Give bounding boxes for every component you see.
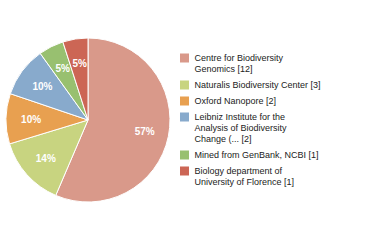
svg-text:5%: 5% <box>72 58 87 69</box>
svg-text:Naturalis Biodiversity Center: Naturalis Biodiversity Center [3] <box>195 80 321 90</box>
svg-text:Centre for BiodiversityGenomic: Centre for BiodiversityGenomics [12] <box>195 53 284 74</box>
svg-text:14%: 14% <box>36 153 56 164</box>
svg-text:5%: 5% <box>55 63 70 74</box>
svg-text:Oxford Nanopore [2]: Oxford Nanopore [2] <box>195 96 277 106</box>
svg-text:Leibniz Institute for theAnaly: Leibniz Institute for theAnalysis of Bio… <box>195 112 288 144</box>
svg-text:10%: 10% <box>21 114 41 125</box>
svg-text:Biology department ofUniversit: Biology department ofUniversity of Flore… <box>195 166 295 187</box>
svg-text:Mined from GenBank, NCBI [1]: Mined from GenBank, NCBI [1] <box>195 150 319 160</box>
svg-text:10%: 10% <box>32 81 52 92</box>
svg-text:57%: 57% <box>135 126 155 137</box>
